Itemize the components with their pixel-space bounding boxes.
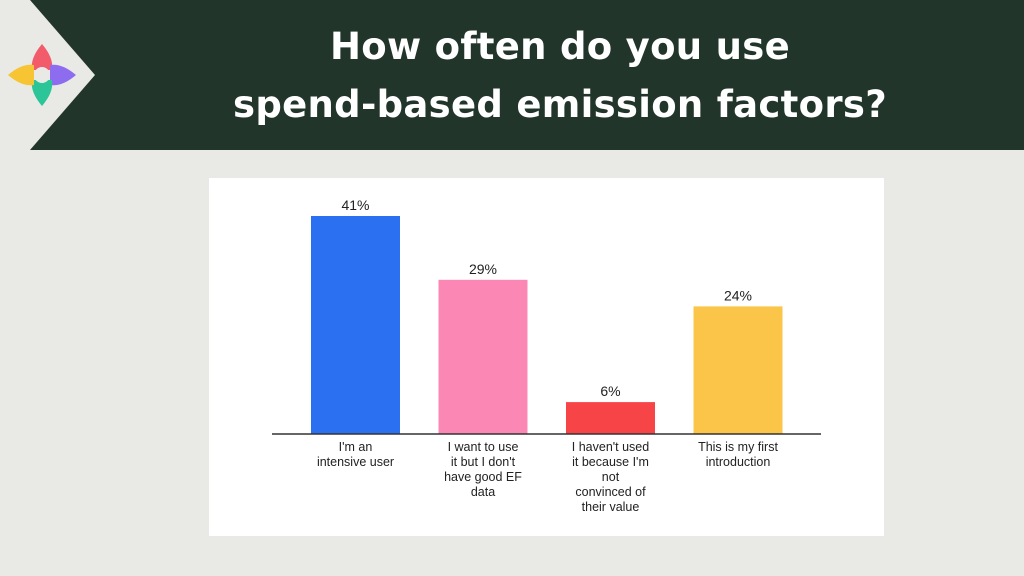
category-label-3-line-5: their value [582, 500, 640, 514]
category-label-2-line-1: I want to use [448, 440, 519, 454]
category-label-1-line-2: intensive user [317, 455, 394, 469]
category-label-3-line-3: not [602, 470, 620, 484]
category-label-2-line-3: have good EF [444, 470, 522, 484]
category-label-2-line-4: data [471, 485, 495, 499]
category-label-3-line-2: it because I'm [572, 455, 649, 469]
bar-1 [311, 216, 400, 434]
bar-4 [693, 306, 783, 434]
petal-right-icon [50, 64, 76, 86]
data-label-2: 29% [469, 261, 497, 277]
category-label-3-line-4: convinced of [575, 485, 646, 499]
logo-panel [0, 0, 95, 150]
title-line-1: How often do you use [330, 25, 790, 68]
four-petal-logo-icon [8, 44, 76, 106]
category-label-1-line-1: I'm an [339, 440, 373, 454]
title-line-2: spend-based emission factors? [233, 83, 887, 126]
category-label-2-line-2: it but I don't [451, 455, 516, 469]
chart-card: 41% I'm an intensive user 29% I want to use i… [209, 178, 884, 536]
bar-3 [566, 402, 655, 434]
data-label-1: 41% [341, 197, 369, 213]
header-banner [0, 0, 1024, 150]
data-label-4: 24% [724, 287, 752, 303]
data-label-3: 6% [600, 383, 620, 399]
category-label-4-line-1: This is my first [698, 440, 778, 454]
category-label-4-line-2: introduction [706, 455, 771, 469]
page-title: How often do you use spend-based emissio… [130, 18, 990, 134]
petal-top-icon [31, 44, 53, 70]
petal-left-icon [8, 64, 34, 86]
category-label-3-line-1: I haven't used [572, 440, 649, 454]
petal-bottom-icon [31, 80, 53, 106]
bar-2 [438, 279, 528, 434]
